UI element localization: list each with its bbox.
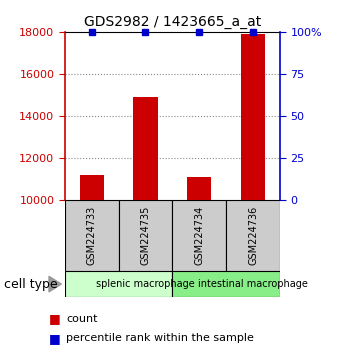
Title: GDS2982 / 1423665_a_at: GDS2982 / 1423665_a_at bbox=[84, 16, 261, 29]
Bar bbox=[172, 271, 280, 297]
Bar bbox=[172, 200, 226, 271]
Polygon shape bbox=[49, 276, 61, 292]
Text: GSM224735: GSM224735 bbox=[140, 206, 150, 265]
Bar bbox=[133, 97, 158, 200]
Bar bbox=[79, 175, 104, 200]
Text: count: count bbox=[66, 314, 98, 324]
Text: intestinal macrophage: intestinal macrophage bbox=[198, 279, 308, 289]
Bar bbox=[241, 34, 265, 200]
Bar bbox=[187, 177, 211, 200]
Text: splenic macrophage: splenic macrophage bbox=[96, 279, 195, 289]
Bar bbox=[65, 200, 119, 271]
Text: percentile rank within the sample: percentile rank within the sample bbox=[66, 333, 254, 343]
Bar bbox=[119, 200, 172, 271]
Text: GSM224733: GSM224733 bbox=[87, 206, 97, 265]
Text: ■: ■ bbox=[49, 312, 61, 325]
Text: GSM224734: GSM224734 bbox=[194, 206, 204, 265]
Text: ■: ■ bbox=[49, 332, 61, 344]
Bar bbox=[65, 271, 172, 297]
Text: cell type: cell type bbox=[4, 278, 57, 291]
Text: GSM224736: GSM224736 bbox=[248, 206, 258, 265]
Bar bbox=[226, 200, 280, 271]
